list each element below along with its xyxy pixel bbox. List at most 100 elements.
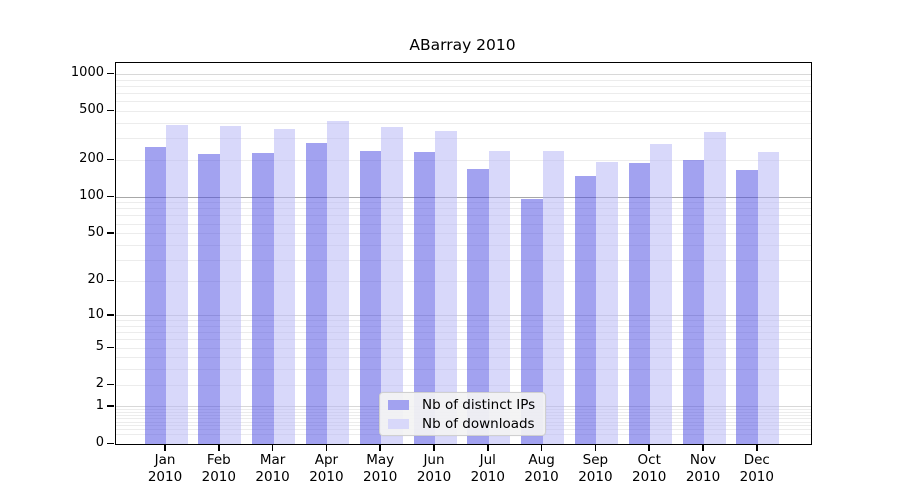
y-tick-2 — [107, 383, 114, 386]
gridline-800 — [116, 85, 811, 87]
x-tick-label-mar: Mar 2010 — [255, 452, 290, 485]
gridline-100 — [116, 196, 811, 198]
bar-nb-of-downloads-aug — [542, 150, 565, 444]
y-tick-5 — [107, 346, 114, 349]
y-tick-20 — [107, 279, 114, 282]
bar-nb-of-downloads-nov — [704, 132, 726, 444]
bar-nb-of-distinct-ips-mar — [252, 153, 274, 444]
legend-swatch-distinct-ips — [388, 399, 409, 410]
x-tick-apr — [325, 444, 328, 451]
x-tick-label-jan: Jan 2010 — [147, 452, 183, 485]
legend-item-downloads: Nb of downloads — [380, 416, 545, 432]
y-tick-label-500: 500 — [79, 102, 104, 118]
x-tick-mar — [271, 444, 274, 451]
x-tick-label-aug: Aug 2010 — [524, 452, 559, 485]
gridline-80 — [116, 208, 811, 210]
bar-nb-of-distinct-ips-nov — [682, 160, 704, 444]
bar-nb-of-downloads-apr — [327, 121, 349, 444]
gridline-500 — [116, 110, 811, 112]
x-tick-label-feb: Feb 2010 — [201, 452, 236, 485]
gridline-10 — [116, 315, 811, 317]
y-tick-label-2: 2 — [95, 376, 104, 392]
y-tick-200 — [107, 158, 114, 161]
x-tick-label-may: May 2010 — [363, 452, 398, 485]
gridline-90 — [116, 202, 811, 204]
x-tick-jun — [433, 444, 435, 451]
x-tick-feb — [218, 444, 220, 451]
x-tick-sep — [594, 444, 597, 451]
legend-label-downloads: Nb of downloads — [422, 415, 535, 432]
y-tick-label-5: 5 — [95, 339, 104, 355]
y-tick-label-100: 100 — [79, 188, 104, 204]
y-tick-100 — [107, 195, 114, 198]
x-tick-label-jun: Jun 2010 — [416, 452, 452, 485]
gridline-60 — [116, 223, 811, 225]
x-tick-aug — [540, 444, 543, 451]
y-tick-1 — [107, 405, 114, 407]
y-tick-1000 — [107, 72, 114, 75]
gridline-4 — [116, 357, 811, 359]
gridline-70 — [116, 215, 811, 217]
bar-nb-of-downloads-sep — [596, 162, 618, 444]
bar-nb-of-downloads-mar — [273, 129, 296, 444]
x-tick-label-sep: Sep 2010 — [578, 452, 613, 485]
gridline-700 — [116, 92, 811, 94]
x-tick-label-jul: Jul 2010 — [470, 452, 505, 485]
x-tick-label-dec: Dec 2010 — [739, 452, 774, 485]
bar-nb-of-downloads-may — [381, 127, 403, 444]
x-tick-label-oct: Oct 2010 — [632, 452, 667, 485]
bar-nb-of-distinct-ips-sep — [574, 175, 597, 444]
gridline-2 — [116, 384, 811, 386]
bar-nb-of-distinct-ips-jun — [413, 152, 435, 444]
x-tick-may — [379, 444, 381, 451]
gridline-600 — [116, 101, 811, 103]
bar-nb-of-distinct-ips-dec — [736, 170, 758, 444]
x-tick-label-apr: Apr 2010 — [309, 452, 344, 485]
bar-nb-of-downloads-dec — [757, 152, 780, 444]
y-tick-500 — [107, 109, 114, 112]
legend-label-distinct-ips: Nb of distinct IPs — [422, 396, 536, 413]
x-tick-oct — [648, 444, 650, 451]
legend: Nb of distinct IPs Nb of downloads — [379, 392, 546, 436]
gridline-200 — [116, 159, 811, 161]
gridline-1000 — [116, 73, 811, 75]
y-tick-label-1000: 1000 — [70, 65, 104, 81]
plot-area — [115, 62, 812, 445]
bar-nb-of-distinct-ips-may — [359, 150, 382, 444]
gridline-30 — [116, 259, 811, 261]
x-tick-nov — [702, 444, 704, 451]
gridline-3 — [116, 369, 811, 371]
x-tick-jul — [487, 444, 489, 451]
bar-nb-of-downloads-feb — [219, 126, 242, 444]
gridline-5 — [116, 347, 811, 349]
bar-nb-of-distinct-ips-feb — [198, 154, 220, 444]
y-tick-10 — [107, 314, 114, 316]
bar-nb-of-distinct-ips-oct — [628, 163, 651, 444]
bar-nb-of-distinct-ips-jan — [144, 146, 166, 444]
x-tick-jan — [164, 444, 166, 451]
x-tick-label-nov: Nov 2010 — [685, 452, 721, 485]
y-tick-label-1: 1 — [95, 397, 104, 413]
bar-nb-of-distinct-ips-jul — [467, 168, 489, 444]
y-tick-label-50: 50 — [87, 224, 104, 240]
chart-title: ABarray 2010 — [409, 36, 516, 54]
gridline-6 — [116, 339, 811, 341]
bar-nb-of-downloads-jul — [488, 151, 511, 444]
y-tick-label-20: 20 — [87, 272, 104, 288]
y-tick-label-200: 200 — [79, 151, 104, 167]
legend-item-distinct-ips: Nb of distinct IPs — [380, 397, 545, 413]
bar-nb-of-distinct-ips-aug — [521, 199, 543, 444]
bar-nb-of-distinct-ips-apr — [305, 143, 328, 444]
gridline-20 — [116, 280, 811, 282]
gridline-900 — [116, 79, 811, 81]
y-tick-label-10: 10 — [87, 306, 104, 322]
gridline-40 — [116, 244, 811, 246]
y-tick-50 — [107, 232, 114, 234]
gridline-9 — [116, 320, 811, 322]
gridline-50 — [116, 233, 811, 235]
bar-nb-of-downloads-jan — [166, 125, 188, 444]
legend-swatch-downloads — [388, 418, 409, 429]
y-tick-0 — [107, 442, 114, 444]
gridline-300 — [116, 138, 811, 140]
